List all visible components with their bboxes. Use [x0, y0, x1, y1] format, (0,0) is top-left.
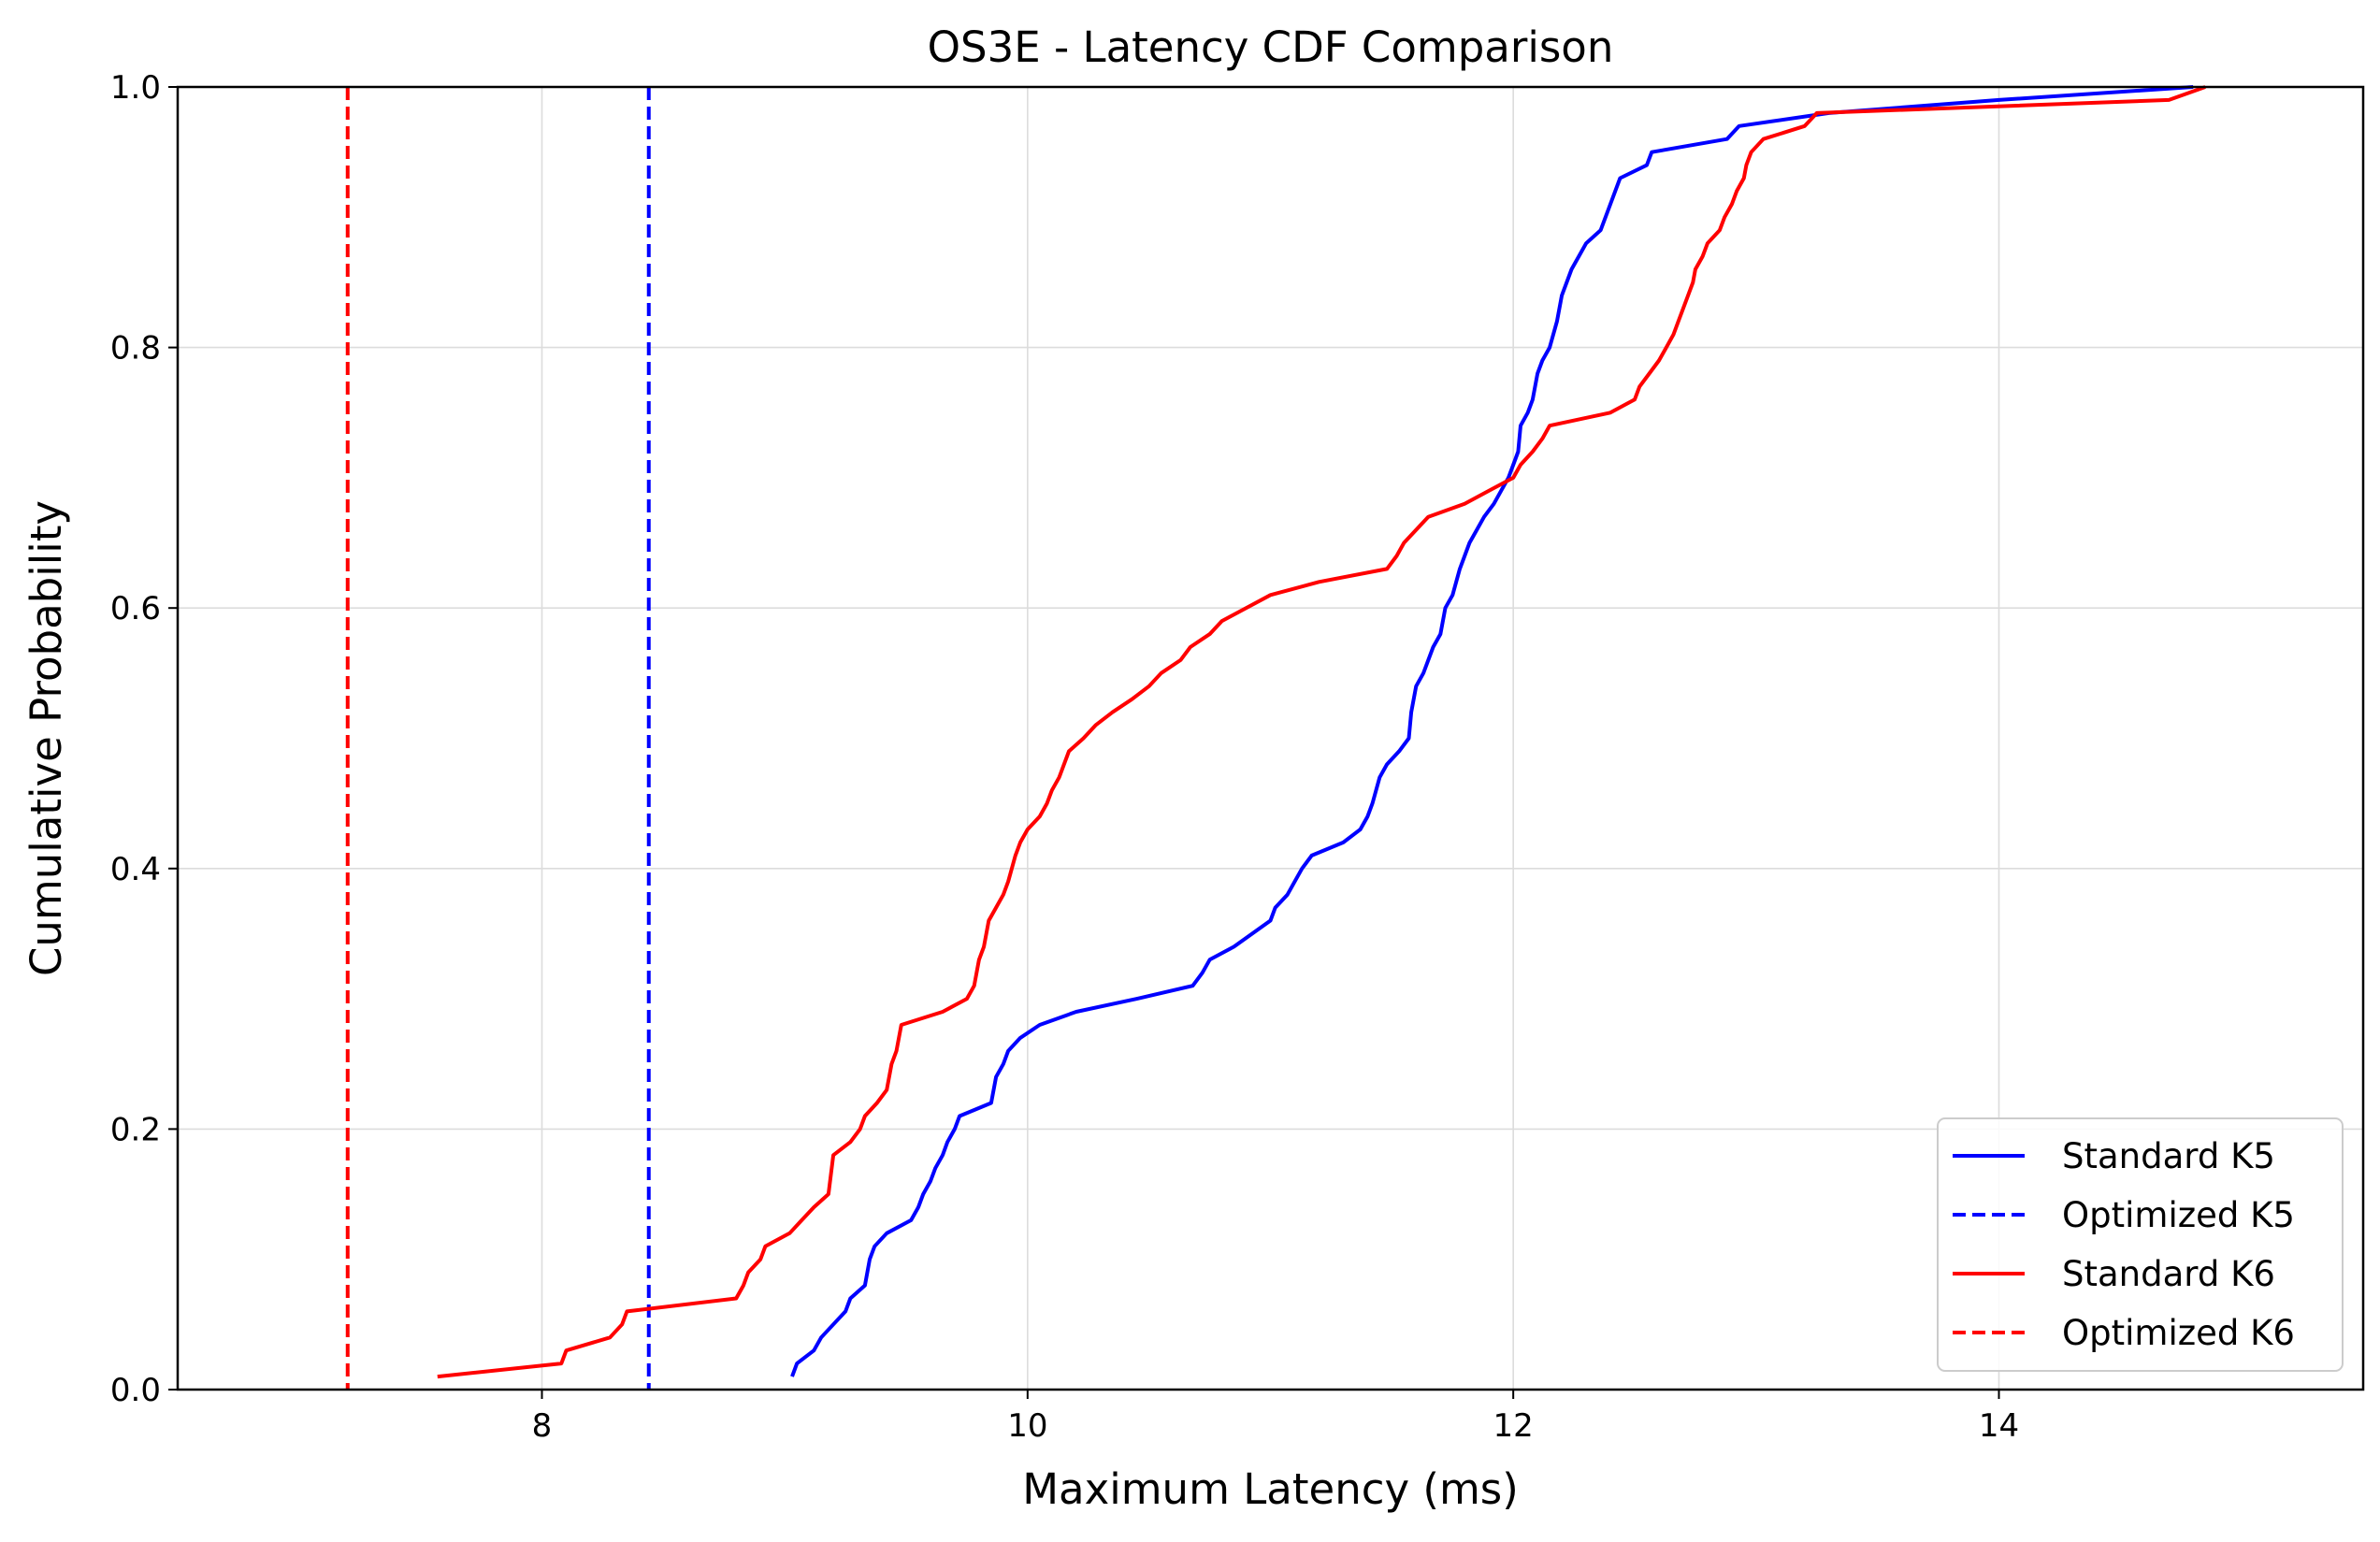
legend-label-standard-k6: Standard K6 [2062, 1254, 2275, 1294]
standard-k5-line [790, 85, 2194, 1377]
x-tick-label: 14 [1979, 1407, 2019, 1445]
standard-k6-line [437, 85, 2206, 1379]
chart-title: OS3E - Latency CDF Comparison [928, 22, 1614, 72]
y-tick-label: 0.4 [110, 851, 161, 888]
series-lines [345, 85, 2206, 1390]
y-tick-label: 1.0 [110, 69, 161, 107]
y-axis-label: Cumulative Probability [22, 500, 71, 976]
x-axis-label: Maximum Latency (ms) [1022, 1464, 1519, 1514]
y-tick-label: 0.8 [110, 330, 161, 367]
plot-area-frame [176, 85, 2365, 1391]
legend-box [1937, 1117, 2344, 1372]
legend-label-optimized-k6: Optimized K6 [2062, 1313, 2295, 1353]
x-tick-label: 12 [1493, 1407, 1534, 1445]
legend-label-optimized-k5: Optimized K5 [2062, 1195, 2295, 1235]
legend-label-standard-k5: Standard K5 [2062, 1136, 2275, 1176]
y-tick-label: 0.6 [110, 590, 161, 627]
x-tick-label: 10 [1007, 1407, 1047, 1445]
y-tick-label: 0.2 [110, 1111, 161, 1148]
legend: Standard K5 Optimized K5 Standard K6 Optimi… [1937, 1117, 2344, 1372]
x-tick-label: 8 [532, 1407, 553, 1445]
y-tick-label: 0.0 [110, 1372, 161, 1409]
axis-ticks: 8 10 12 14 0.0 0.2 0.4 0.6 0.8 1.0 [110, 69, 2019, 1445]
